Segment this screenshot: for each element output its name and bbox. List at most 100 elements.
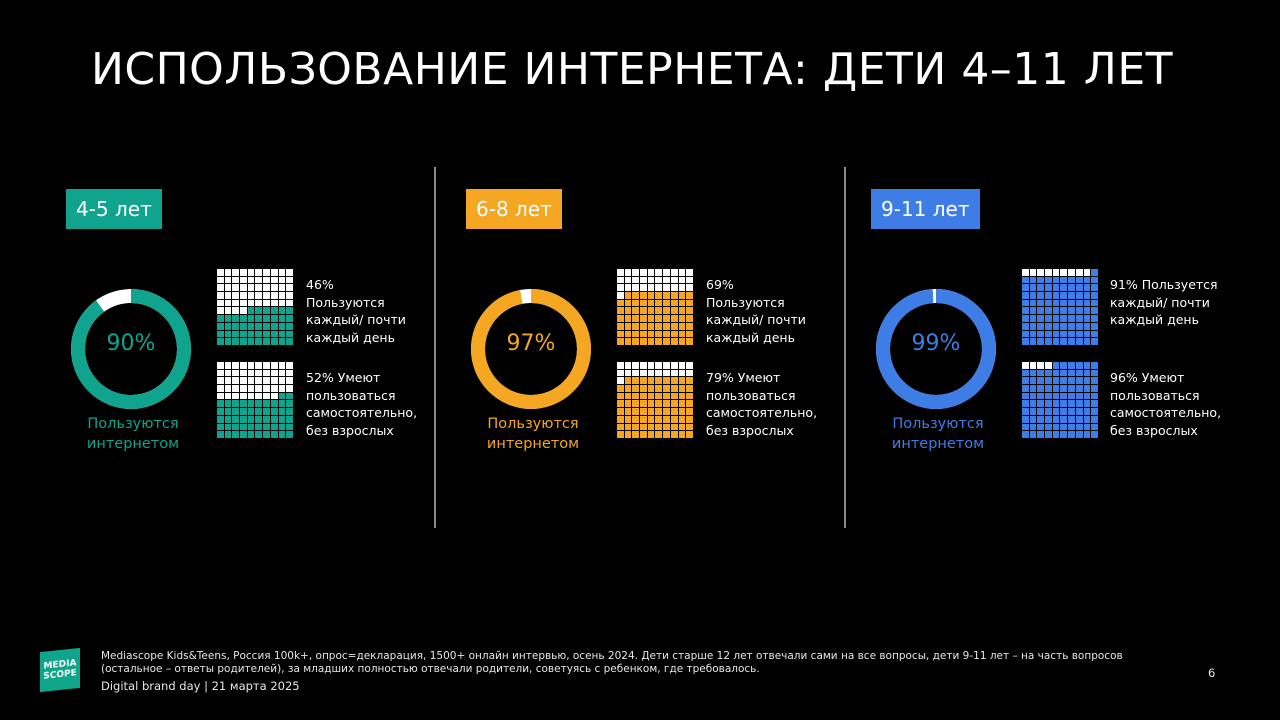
waffle-cell (1083, 322, 1091, 330)
waffle-cell (647, 338, 655, 345)
waffle-cell (278, 385, 286, 392)
waffle-cell (1060, 423, 1068, 431)
page-number: 6 (1208, 666, 1216, 680)
waffle-cell (655, 362, 663, 369)
waffle-cell (1075, 423, 1083, 431)
waffle-cell (224, 322, 232, 330)
waffle-cell (1029, 385, 1037, 392)
waffle-cell (632, 330, 640, 338)
waffle-cell (1045, 330, 1052, 338)
waffle-cell (1022, 307, 1029, 315)
waffle-cell (263, 322, 270, 330)
waffle-stat-text: 79% Умеют пользоваться самостоятельно, без … (706, 370, 818, 438)
waffle-cell (1045, 392, 1052, 400)
waffle-cell (232, 400, 240, 408)
waffle-stat-text: 91% Пользуется каждый/ почти каждый день (1110, 277, 1218, 327)
waffle-cell (1037, 423, 1045, 431)
waffle-cell (632, 269, 640, 276)
waffle-cell (263, 408, 270, 415)
waffle-cell (640, 408, 647, 415)
waffle-cell (1029, 415, 1037, 423)
waffle-cell (263, 276, 270, 284)
waffle-cell (1060, 292, 1068, 299)
waffle-cell (247, 408, 255, 415)
waffle-cell (1075, 299, 1083, 307)
waffle-cell (1075, 408, 1083, 415)
waffle-cell (1083, 408, 1091, 415)
waffle-cell (1045, 400, 1052, 408)
waffle-cell (1068, 299, 1075, 307)
waffle-cell (286, 362, 293, 369)
waffle-cell (1029, 269, 1037, 276)
waffle-cell (255, 385, 263, 392)
waffle-cell (1091, 292, 1098, 299)
waffle-cell (1083, 299, 1091, 307)
waffle-cell (240, 276, 247, 284)
waffle-cell (655, 400, 663, 408)
waffle-cell (224, 299, 232, 307)
waffle-cell (624, 377, 632, 385)
waffle-cell (247, 307, 255, 315)
waffle-cell (278, 415, 286, 423)
waffle-cell (217, 292, 224, 299)
waffle-cell (1068, 408, 1075, 415)
waffle-cell (217, 385, 224, 392)
waffle-cell (1037, 299, 1045, 307)
waffle-cell (255, 299, 263, 307)
waffle-cell (663, 269, 670, 276)
waffle-cell (1060, 392, 1068, 400)
waffle-cell (686, 400, 693, 408)
waffle-cell (1037, 400, 1045, 408)
waffle-cell (247, 400, 255, 408)
waffle-cell (1052, 322, 1060, 330)
waffle-cell (1068, 284, 1075, 292)
waffle-cell (663, 299, 670, 307)
waffle-cell (286, 392, 293, 400)
waffle-cell (240, 385, 247, 392)
waffle-cell (640, 269, 647, 276)
waffle-cell (1037, 392, 1045, 400)
waffle-cell (263, 369, 270, 377)
waffle-cell (1091, 369, 1098, 377)
waffle-cell (647, 415, 655, 423)
waffle-cell (640, 377, 647, 385)
waffle-cell (270, 385, 278, 392)
waffle-cell (647, 385, 655, 392)
waffle-cell (1052, 385, 1060, 392)
waffle-cell (1068, 415, 1075, 423)
waffle-cell (663, 284, 670, 292)
waffle-cell (670, 408, 678, 415)
waffle-cell (1037, 338, 1045, 345)
waffle-cell (240, 423, 247, 431)
waffle-cell (286, 408, 293, 415)
waffle-cell (1022, 377, 1029, 385)
waffle-cell (617, 284, 624, 292)
waffle-cell (670, 338, 678, 345)
waffle-cell (686, 392, 693, 400)
waffle-cell (263, 299, 270, 307)
waffle-cell (678, 284, 686, 292)
waffle-cell (1060, 330, 1068, 338)
waffle-cell (1029, 362, 1037, 369)
waffle-cell (263, 431, 270, 438)
waffle-cell (224, 415, 232, 423)
waffle-cell (1068, 315, 1075, 322)
waffle-cell (1091, 377, 1098, 385)
waffle-cell (217, 423, 224, 431)
waffle-cell (663, 400, 670, 408)
waffle-cell (670, 330, 678, 338)
waffle-cell (624, 299, 632, 307)
waffle-cell (1037, 415, 1045, 423)
waffle-cell (1068, 377, 1075, 385)
waffle-cell (232, 423, 240, 431)
waffle-cell (247, 322, 255, 330)
donut-value-slice (71, 289, 191, 409)
waffle-cell (632, 431, 640, 438)
waffle-cell (286, 322, 293, 330)
waffle-cell (1029, 408, 1037, 415)
waffle-cell (655, 369, 663, 377)
waffle-cell (663, 315, 670, 322)
waffle-cell (632, 415, 640, 423)
waffle-cell (1045, 284, 1052, 292)
waffle-cell (670, 431, 678, 438)
